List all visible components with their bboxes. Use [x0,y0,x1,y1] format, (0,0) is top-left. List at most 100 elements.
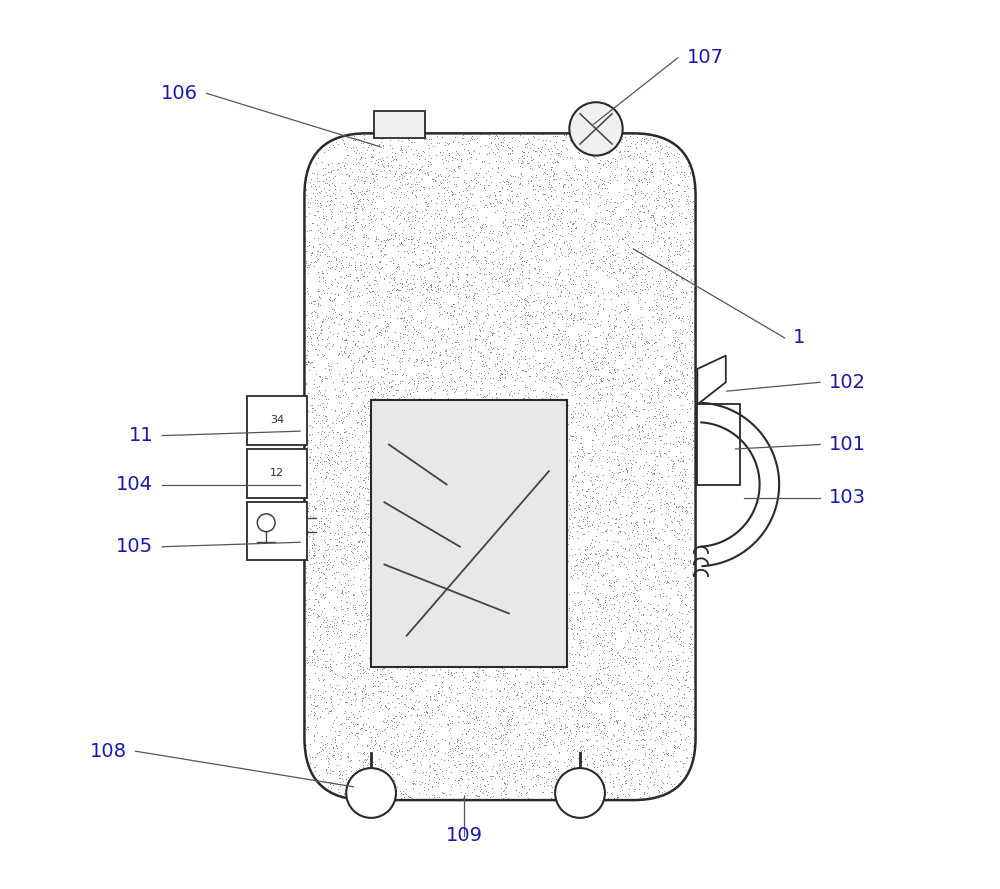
Point [418,374,434,388]
Point [419,623,435,637]
Point [606,452,622,466]
Point [347,687,363,701]
Point [561,203,577,217]
Point [325,163,341,177]
Point [318,209,334,223]
Point [503,219,519,233]
Point [573,436,589,451]
Point [330,234,346,248]
Point [310,296,326,310]
Point [464,755,480,769]
Point [504,195,520,209]
Point [652,587,668,601]
Point [668,430,684,444]
Point [662,552,678,566]
Point [347,380,363,395]
Point [551,746,567,760]
Point [359,481,375,495]
Point [675,654,691,669]
Point [321,242,337,256]
Point [612,320,628,334]
Point [437,505,453,519]
Point [356,127,372,141]
Point [613,336,629,350]
Point [530,660,546,674]
Point [442,744,458,758]
Point [654,707,670,721]
Point [668,697,684,711]
Point [391,715,407,729]
Point [580,325,596,340]
Point [561,185,577,199]
Point [491,684,507,698]
Point [483,772,499,786]
Point [528,143,544,157]
Point [500,733,516,747]
Point [440,420,456,434]
Point [361,138,377,152]
Point [355,756,371,770]
Point [474,450,490,464]
Point [637,501,653,515]
Point [563,407,579,421]
Point [581,200,597,214]
Point [628,517,644,531]
Point [375,127,391,141]
Point [634,260,650,275]
Point [316,613,332,627]
Point [307,449,323,463]
Point [552,514,568,528]
Point [554,309,570,324]
Point [512,175,528,189]
Point [367,526,383,541]
Point [299,348,315,363]
Point [543,747,559,761]
Point [354,684,370,698]
Point [378,725,394,740]
Point [519,636,535,650]
Point [671,192,687,206]
Point [393,737,409,751]
Point [632,300,648,315]
Point [409,407,425,421]
Point [652,274,668,288]
Point [504,449,520,463]
Point [502,476,518,490]
Point [446,666,462,680]
Point [563,542,579,557]
Point [375,768,391,782]
Point [302,329,318,343]
Point [455,639,471,653]
Point [330,645,346,660]
Point [604,410,620,424]
Point [399,177,415,191]
Point [317,588,333,602]
Point [633,172,649,187]
Point [498,534,514,549]
Point [557,576,573,590]
Point [433,519,449,533]
Point [322,290,338,304]
Point [659,457,675,471]
Point [371,307,387,321]
Point [671,605,687,620]
Point [363,730,379,744]
Point [617,758,633,773]
Point [553,536,569,550]
Point [314,742,330,757]
Point [540,212,556,227]
Point [517,406,533,420]
Point [468,252,484,267]
Point [504,189,520,204]
Point [464,770,480,784]
Point [453,346,469,360]
Point [658,571,674,585]
Point [392,603,408,617]
Point [463,607,479,621]
Point [331,438,347,453]
Point [621,432,637,446]
Point [605,469,621,483]
Point [541,355,557,369]
Point [465,250,481,264]
Point [343,764,359,778]
